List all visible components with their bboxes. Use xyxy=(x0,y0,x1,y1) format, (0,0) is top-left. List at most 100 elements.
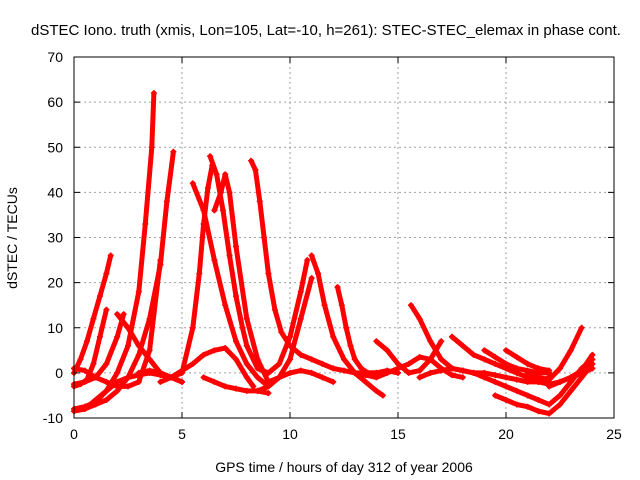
data-point xyxy=(254,374,261,381)
data-point xyxy=(243,315,250,322)
data-point xyxy=(481,374,488,381)
data-point xyxy=(338,302,345,309)
data-point xyxy=(81,405,88,412)
data-point xyxy=(213,171,220,178)
series-24 xyxy=(481,347,553,376)
data-point xyxy=(168,374,175,381)
data-point xyxy=(330,333,337,340)
data-point xyxy=(546,383,553,390)
data-point xyxy=(358,365,365,372)
data-point xyxy=(125,383,131,390)
y-tick-label: 0 xyxy=(55,365,63,381)
data-point xyxy=(524,392,531,399)
data-point xyxy=(83,338,90,345)
data-point xyxy=(90,315,97,322)
series-line xyxy=(71,90,157,412)
data-point xyxy=(524,369,531,376)
data-point xyxy=(222,302,229,309)
data-point xyxy=(557,401,563,408)
data-point xyxy=(470,351,477,358)
data-point xyxy=(265,383,272,390)
data-point xyxy=(427,369,434,376)
data-point xyxy=(330,365,337,372)
data-point xyxy=(481,347,488,354)
data-point xyxy=(334,284,341,291)
data-point xyxy=(81,367,88,374)
data-point xyxy=(459,374,466,381)
data-point xyxy=(261,234,268,241)
data-point xyxy=(578,367,585,374)
data-point xyxy=(207,153,214,160)
data-point xyxy=(157,378,164,385)
data-point xyxy=(492,354,499,361)
series-4 xyxy=(71,311,127,388)
x-tick-label: 20 xyxy=(498,426,514,442)
data-point xyxy=(535,396,542,403)
data-point xyxy=(351,356,358,363)
series-22 xyxy=(416,356,596,408)
data-point xyxy=(92,396,99,403)
data-point xyxy=(196,270,203,277)
series-28 xyxy=(546,351,596,390)
data-point xyxy=(492,378,499,385)
data-point xyxy=(319,374,326,381)
chart-title: dSTEC Iono. truth (xmis, Lon=105, Lat=-1… xyxy=(31,22,621,39)
data-point xyxy=(503,383,509,390)
data-point xyxy=(373,387,380,394)
data-point xyxy=(157,369,164,376)
y-tick-label: 20 xyxy=(47,275,63,291)
y-tick-label: 40 xyxy=(47,184,63,200)
data-point xyxy=(287,333,293,340)
data-point xyxy=(557,365,563,372)
data-point xyxy=(297,288,304,295)
data-point xyxy=(321,302,328,309)
data-point xyxy=(243,360,250,367)
y-tick-label: 50 xyxy=(47,139,63,155)
data-point xyxy=(470,369,477,376)
x-tick-label: 5 xyxy=(178,426,186,442)
data-point xyxy=(189,360,196,367)
data-point xyxy=(384,369,391,376)
data-point xyxy=(513,387,520,394)
data-point xyxy=(90,360,97,367)
data-point xyxy=(170,148,177,155)
data-point xyxy=(546,376,553,383)
data-point xyxy=(449,333,455,340)
data-point xyxy=(330,378,337,385)
data-point xyxy=(503,347,509,354)
series-18 xyxy=(254,367,337,394)
data-point xyxy=(114,369,121,376)
data-point xyxy=(265,390,272,397)
series-27 xyxy=(492,360,596,417)
data-point xyxy=(297,367,304,374)
data-point xyxy=(135,288,142,295)
data-point xyxy=(459,342,466,349)
y-tick-label: 60 xyxy=(47,94,63,110)
data-point xyxy=(449,372,455,379)
series-25 xyxy=(503,347,553,374)
data-point xyxy=(503,396,509,403)
y-tick-label: 70 xyxy=(47,49,63,65)
data-point xyxy=(427,356,434,363)
data-point xyxy=(373,338,380,345)
data-point xyxy=(226,252,233,259)
data-point xyxy=(405,360,412,367)
data-point xyxy=(233,293,239,300)
data-point xyxy=(567,374,574,381)
data-point xyxy=(248,157,255,164)
data-point xyxy=(222,345,229,352)
data-point xyxy=(114,311,121,318)
data-point xyxy=(146,347,153,354)
data-point xyxy=(233,356,239,363)
data-point xyxy=(114,333,121,340)
data-point xyxy=(252,166,259,173)
data-point xyxy=(135,378,142,385)
data-point xyxy=(492,392,499,399)
series-line xyxy=(190,180,271,389)
data-point xyxy=(142,220,149,227)
data-point xyxy=(287,356,293,363)
data-point xyxy=(189,180,196,187)
data-point xyxy=(407,302,414,309)
data-point xyxy=(146,356,153,363)
